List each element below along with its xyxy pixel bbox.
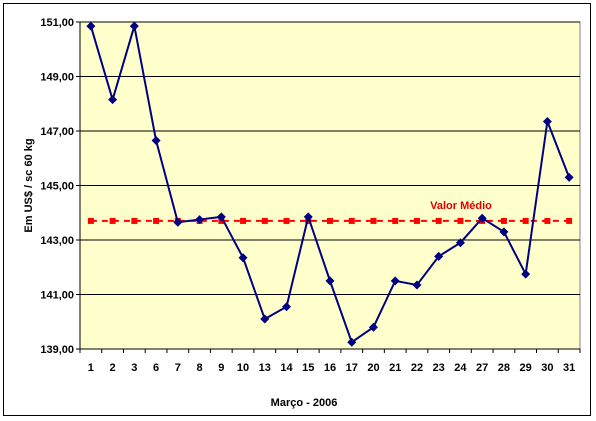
price-marker bbox=[151, 136, 161, 146]
x-tick-label: 2 bbox=[110, 362, 116, 374]
mean-marker bbox=[500, 217, 507, 224]
price-marker bbox=[173, 217, 183, 227]
mean-marker bbox=[566, 217, 573, 224]
x-tick-label: 24 bbox=[454, 362, 467, 374]
x-tick-label: 28 bbox=[498, 362, 510, 374]
mean-marker bbox=[327, 217, 333, 224]
y-tick-label: 151,00 bbox=[40, 17, 74, 29]
mean-marker bbox=[240, 217, 247, 224]
price-marker bbox=[282, 302, 292, 312]
y-tick-label: 139,00 bbox=[40, 344, 74, 356]
mean-marker bbox=[392, 217, 399, 224]
mean-marker bbox=[348, 217, 355, 224]
price-marker bbox=[86, 21, 96, 31]
x-axis-ticks: 1 2 3 6 7 8 9 10 13 14 15 16 17 20 21 22 23 24 27 28 29 30 31 bbox=[79, 349, 581, 374]
mean-marker bbox=[87, 217, 94, 224]
y-tick-label: 141,00 bbox=[40, 290, 74, 302]
x-tick-label: 3 bbox=[131, 362, 137, 374]
price-marker bbox=[238, 253, 248, 263]
mean-marker bbox=[131, 217, 138, 224]
price-marker bbox=[260, 314, 270, 324]
price-marker bbox=[499, 227, 509, 237]
price-marker bbox=[521, 269, 531, 279]
price-marker bbox=[195, 215, 205, 225]
x-axis-title: Março - 2006 bbox=[271, 397, 338, 409]
x-tick-label: 27 bbox=[476, 362, 488, 374]
x-tick-label: 21 bbox=[389, 362, 401, 374]
x-tick-label: 15 bbox=[302, 362, 314, 374]
x-tick-label: 1 bbox=[88, 362, 94, 374]
x-tick-label: 22 bbox=[411, 362, 423, 374]
price-marker bbox=[368, 322, 378, 332]
y-tick-label: 147,00 bbox=[40, 126, 74, 138]
price-marker bbox=[129, 21, 139, 31]
mean-marker bbox=[109, 217, 116, 224]
price-marker bbox=[412, 280, 422, 290]
y-tick-label: 145,00 bbox=[40, 181, 74, 193]
gridlines bbox=[80, 21, 580, 350]
mean-marker bbox=[261, 217, 268, 224]
mean-marker bbox=[153, 217, 160, 224]
price-marker bbox=[390, 276, 400, 286]
price-marker bbox=[303, 212, 313, 222]
y-tick-label: 143,00 bbox=[40, 235, 74, 247]
x-tick-label: 7 bbox=[175, 362, 181, 374]
x-tick-label: 14 bbox=[280, 362, 293, 374]
mean-marker bbox=[413, 217, 420, 224]
price-marker bbox=[564, 172, 574, 182]
x-tick-label: 9 bbox=[218, 362, 224, 374]
x-tick-label: 29 bbox=[520, 362, 532, 374]
price-series bbox=[86, 21, 574, 347]
price-marker bbox=[542, 116, 552, 126]
mean-marker bbox=[457, 217, 464, 224]
annotation-mean-label: Valor Médio bbox=[430, 200, 492, 212]
price-marker bbox=[347, 337, 357, 347]
x-tick-label: 13 bbox=[259, 362, 271, 374]
y-axis-title: Em US$ / sc 60 kg bbox=[23, 138, 35, 232]
price-marker bbox=[325, 276, 335, 286]
x-tick-label: 6 bbox=[153, 362, 159, 374]
mean-marker bbox=[544, 217, 551, 224]
price-marker bbox=[477, 213, 487, 223]
x-tick-label: 30 bbox=[541, 362, 553, 374]
y-axis-ticks: 139,00 141,00 143,00 145,00 147,00 149,00 151,… bbox=[40, 17, 580, 356]
mean-marker bbox=[283, 217, 290, 224]
mean-marker bbox=[522, 217, 529, 224]
x-tick-label: 8 bbox=[197, 362, 203, 374]
price-marker bbox=[434, 251, 444, 261]
x-tick-label: 16 bbox=[324, 362, 336, 374]
x-tick-label: 17 bbox=[346, 362, 358, 374]
mean-marker bbox=[370, 217, 377, 224]
x-tick-label: 23 bbox=[433, 362, 445, 374]
price-marker bbox=[108, 95, 118, 105]
x-tick-label: 31 bbox=[563, 362, 575, 374]
mean-marker bbox=[435, 217, 442, 224]
price-marker bbox=[455, 238, 465, 248]
y-tick-label: 149,00 bbox=[40, 72, 74, 84]
x-tick-label: 20 bbox=[367, 362, 379, 374]
x-tick-label: 10 bbox=[237, 362, 249, 374]
price-marker bbox=[216, 212, 226, 222]
